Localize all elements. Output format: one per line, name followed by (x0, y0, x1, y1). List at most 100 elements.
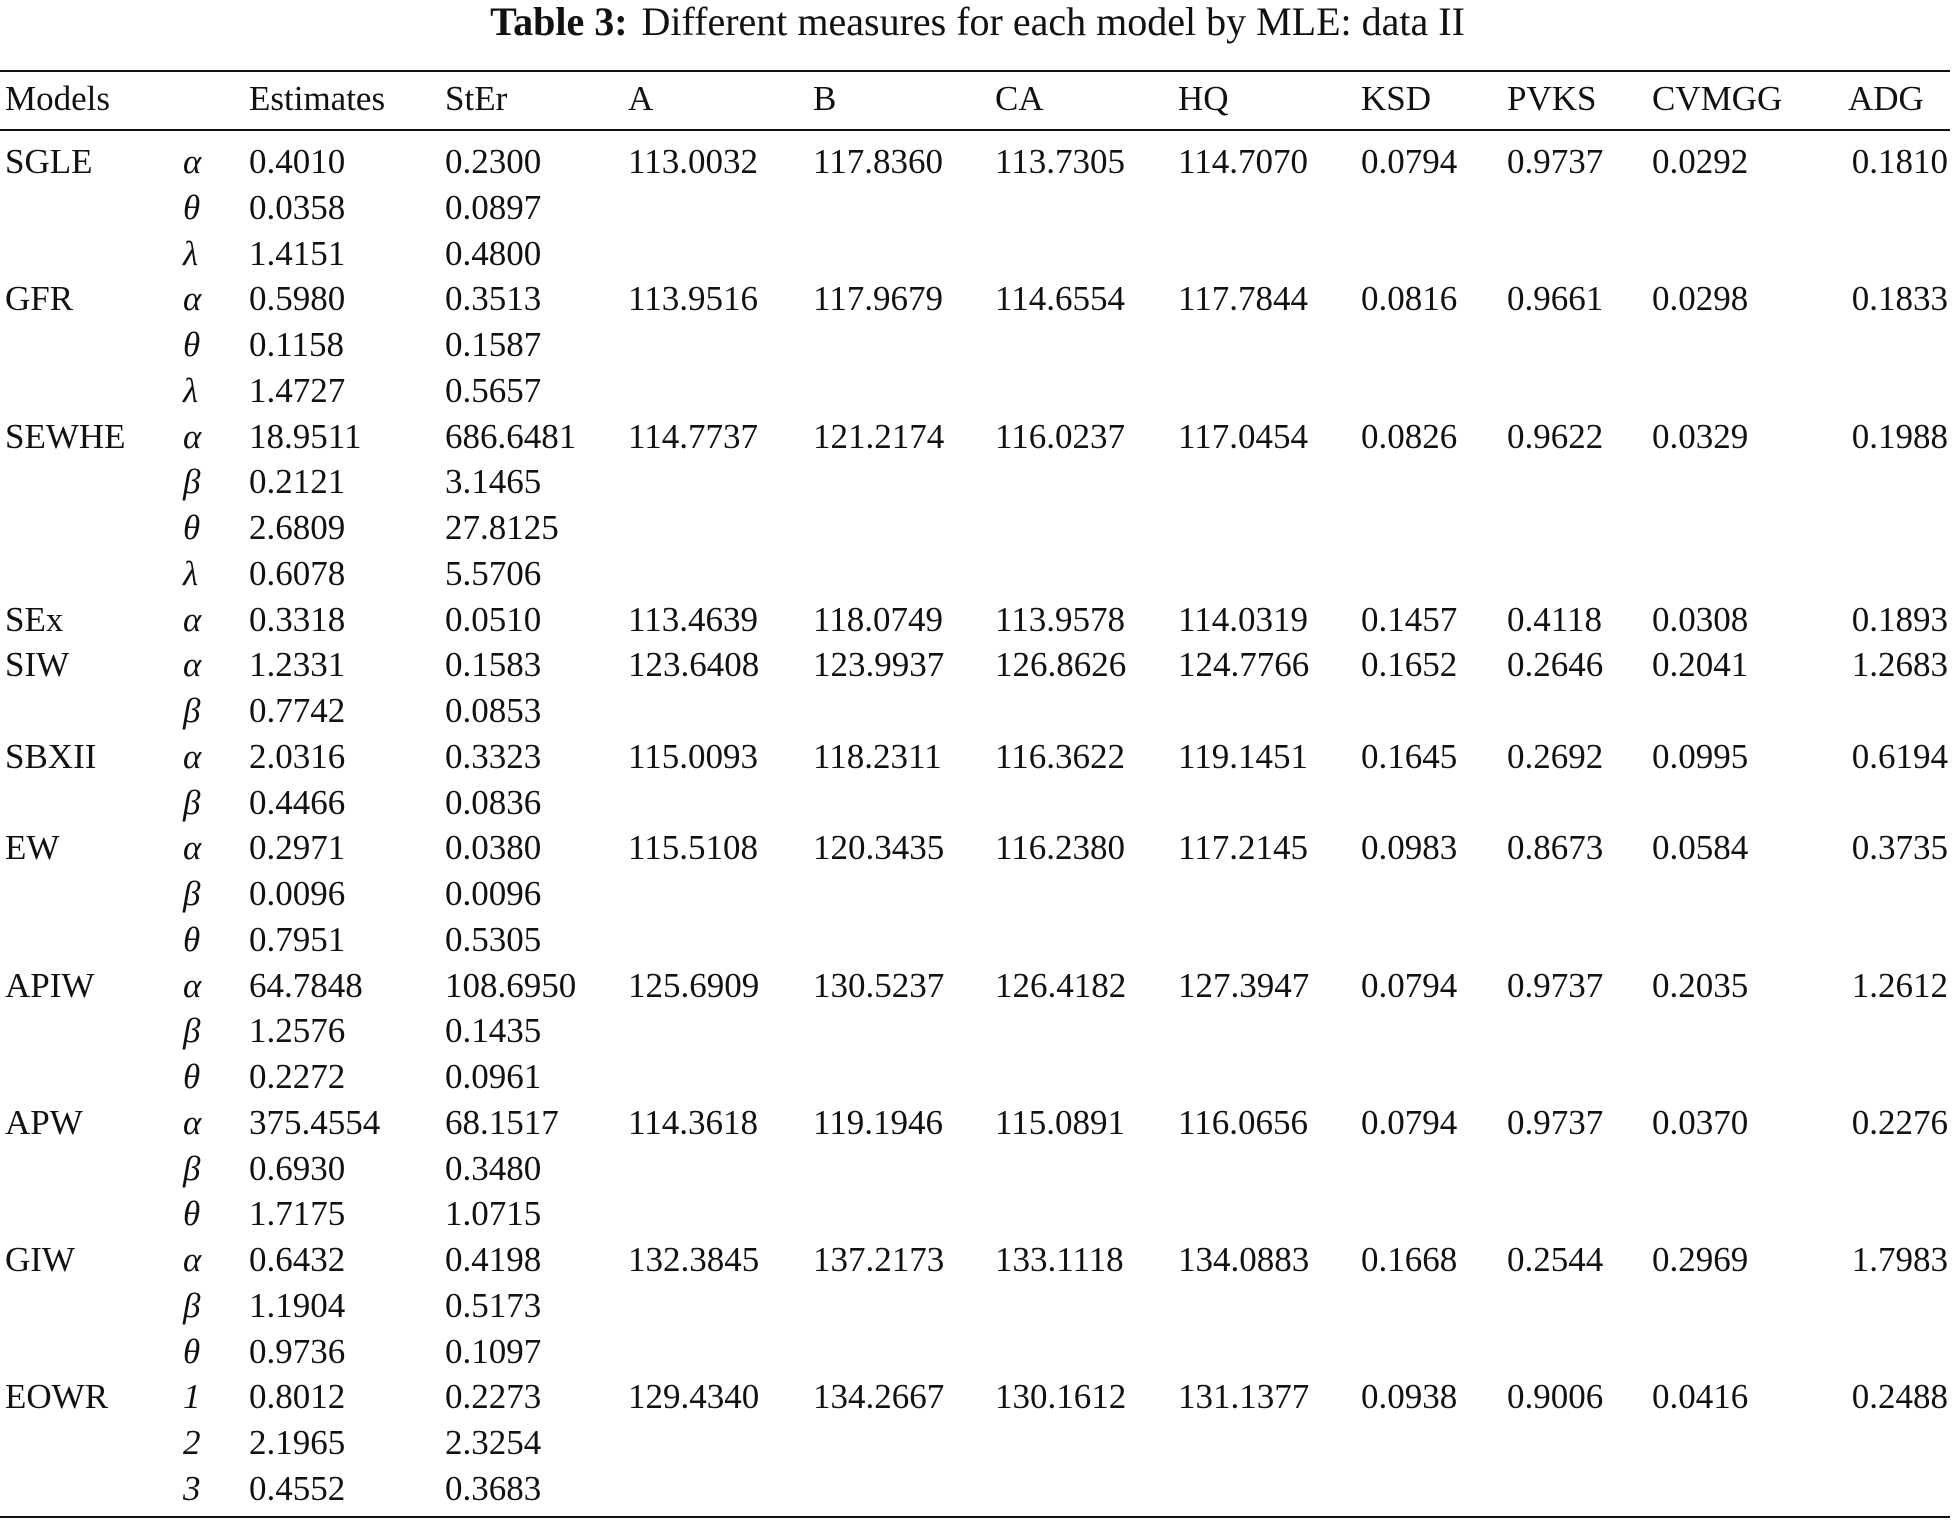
measure: 115.0891 (995, 1102, 1125, 1142)
measure: 113.9516 (628, 279, 758, 319)
std-error: 0.3683 (445, 1468, 542, 1508)
parameter: α (183, 599, 202, 639)
measure: 132.3845 (628, 1240, 760, 1279)
column-header: StEr (445, 79, 508, 118)
estimate: 0.7742 (249, 691, 346, 730)
measure: 0.0584 (1652, 828, 1749, 868)
std-error: 0.0096 (445, 874, 542, 913)
measure: 0.1457 (1361, 599, 1458, 639)
estimate: 0.2971 (249, 828, 346, 868)
parameter: β (183, 1011, 201, 1051)
parameter: α (183, 1240, 202, 1279)
measure: 0.9661 (1507, 279, 1604, 319)
measure: 133.1118 (995, 1240, 1124, 1279)
measure: 0.2488 (1851, 1377, 1948, 1417)
parameter: α (183, 965, 202, 1005)
column-header: Models (5, 79, 110, 118)
std-error: 0.5305 (445, 919, 542, 959)
estimate: 2.1965 (249, 1423, 346, 1462)
measure: 123.6408 (628, 645, 760, 685)
measure: 1.2612 (1851, 965, 1948, 1005)
column-header: A (628, 79, 654, 118)
measure: 129.4340 (628, 1377, 760, 1417)
measure: 118.0749 (813, 599, 943, 639)
measure: 113.9578 (995, 599, 1125, 639)
measure: 0.0938 (1361, 1377, 1458, 1417)
estimate: 0.3318 (249, 599, 346, 639)
measure: 0.2276 (1851, 1102, 1948, 1142)
estimate: 64.7848 (249, 965, 363, 1005)
std-error: 0.5173 (445, 1285, 542, 1325)
std-error: 0.4198 (445, 1240, 542, 1279)
measure: 0.1645 (1361, 736, 1458, 776)
measure: 0.9622 (1507, 416, 1604, 456)
estimate: 0.9736 (249, 1331, 346, 1371)
parameter: α (183, 416, 202, 456)
estimate: 375.4554 (249, 1102, 381, 1142)
std-error: 0.0961 (445, 1057, 542, 1096)
measure: 0.0816 (1361, 279, 1458, 319)
measure: 126.4182 (995, 965, 1127, 1005)
estimate: 0.6930 (249, 1148, 346, 1188)
model-name: APW (5, 1102, 83, 1142)
measure: 0.0329 (1652, 416, 1749, 456)
estimate: 2.0316 (249, 736, 346, 776)
parameter: θ (183, 919, 201, 959)
measure: 0.1893 (1851, 599, 1948, 639)
std-error: 2.3254 (445, 1423, 542, 1462)
estimate: 18.9511 (249, 416, 362, 456)
measure: 0.9737 (1507, 142, 1604, 181)
measure: 0.2544 (1507, 1240, 1604, 1279)
column-header: CA (995, 79, 1044, 118)
measure: 0.4118 (1507, 599, 1602, 639)
measure: 116.2380 (995, 828, 1125, 868)
measure: 0.9006 (1507, 1377, 1604, 1417)
estimate: 1.2331 (249, 645, 346, 685)
measure: 115.0093 (628, 736, 758, 776)
top-rule (0, 70, 1950, 72)
std-error: 1.0715 (445, 1194, 542, 1234)
std-error: 686.6481 (445, 416, 577, 456)
column-header: PVKS (1507, 79, 1597, 118)
measure: 119.1946 (813, 1102, 943, 1142)
model-name: GFR (5, 279, 74, 319)
estimate: 0.0358 (249, 187, 346, 227)
measure: 0.2969 (1652, 1240, 1749, 1279)
measure: 113.4639 (628, 599, 758, 639)
model-name: GIW (5, 1240, 75, 1279)
measure: 0.0794 (1361, 1102, 1458, 1142)
caption-text: Different measures for each model by MLE… (641, 0, 1465, 44)
measure: 114.0319 (1178, 599, 1308, 639)
parameter: λ (183, 233, 199, 273)
column-header: ADG (1848, 79, 1924, 118)
estimate: 1.4727 (249, 370, 346, 410)
measure: 114.6554 (995, 279, 1125, 319)
header-rule (0, 129, 1950, 131)
measure: 117.0454 (1178, 416, 1308, 456)
measure: 0.0794 (1361, 142, 1458, 181)
std-error: 0.1587 (445, 325, 542, 364)
measure: 131.1377 (1178, 1377, 1310, 1417)
estimate: 0.0096 (249, 874, 346, 913)
measure: 134.0883 (1178, 1240, 1310, 1279)
model-name: EW (5, 828, 60, 868)
std-error: 0.1583 (445, 645, 542, 685)
parameter: θ (183, 1331, 201, 1371)
measure: 0.2035 (1652, 965, 1749, 1005)
measure: 0.0794 (1361, 965, 1458, 1005)
estimate: 0.7951 (249, 919, 346, 959)
measure: 1.7983 (1851, 1240, 1948, 1279)
estimate: 1.7175 (249, 1194, 346, 1234)
column-header: KSD (1361, 79, 1432, 118)
estimate: 0.4466 (249, 782, 346, 822)
measure: 123.9937 (813, 645, 945, 685)
model-name: SEWHE (5, 416, 126, 456)
std-error: 0.0836 (445, 782, 542, 822)
measure: 119.1451 (1178, 736, 1308, 776)
measure: 117.9679 (813, 279, 943, 319)
measure: 0.2646 (1507, 645, 1604, 685)
parameter: λ (183, 370, 199, 410)
measure: 137.2173 (813, 1240, 945, 1279)
measure: 0.2041 (1652, 645, 1749, 685)
